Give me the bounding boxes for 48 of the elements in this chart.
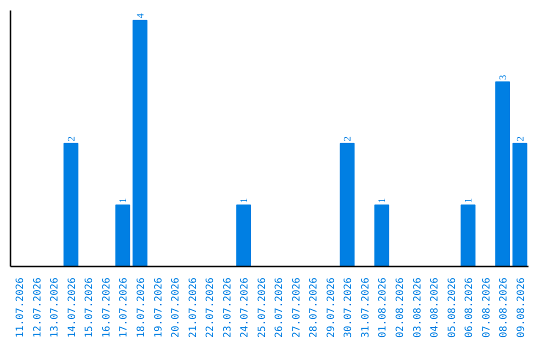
data-label: 2 [342, 136, 354, 142]
x-tick-label: 01.08.2026 [378, 277, 389, 338]
x-tick-label: 29.07.2026 [326, 277, 337, 338]
x-tick-label: 25.07.2026 [256, 277, 268, 338]
data-label: 2 [66, 136, 78, 142]
bar [374, 204, 390, 266]
x-tick-label: 09.08.2026 [516, 277, 527, 338]
x-tick-label: 11.07.2026 [15, 277, 26, 338]
x-tick-label: 19.07.2026 [153, 277, 164, 338]
x-tick-label: 06.08.2026 [464, 277, 476, 338]
x-tick-label: 17.07.2026 [118, 277, 130, 338]
x-tick-label: 22.07.2026 [205, 277, 216, 338]
bar [132, 20, 148, 266]
data-label: 4 [136, 13, 146, 18]
x-tick-label: 30.07.2026 [343, 277, 354, 338]
x-tick-label: 14.07.2026 [66, 277, 78, 338]
data-label: 1 [239, 198, 250, 203]
x-tick-label: 02.08.2026 [395, 277, 406, 338]
x-tick-label: 04.08.2026 [430, 277, 441, 338]
bar [340, 142, 355, 266]
x-tick-label: 08.08.2026 [498, 277, 510, 338]
x-tick-label: 15.07.2026 [84, 277, 96, 338]
x-tick-label: 28.07.2026 [308, 277, 320, 338]
x-tick-label: 07.08.2026 [481, 277, 492, 338]
x-tick-label: 31.07.2026 [360, 277, 372, 338]
x-tick-label: 05.08.2026 [446, 277, 458, 338]
bar [64, 142, 78, 266]
data-label: 1 [118, 198, 130, 203]
x-tick-label: 16.07.2026 [101, 277, 112, 338]
data-label: 3 [498, 74, 510, 80]
x-tick-label: 26.07.2026 [274, 277, 286, 338]
x-tick-label: 20.07.2026 [170, 277, 182, 338]
bar [115, 204, 130, 266]
x-tick-label: 24.07.2026 [240, 277, 251, 338]
data-label: 1 [464, 198, 475, 203]
data-label: 2 [515, 136, 526, 142]
data-label: 1 [377, 198, 388, 203]
x-tick-label: 18.07.2026 [136, 277, 147, 338]
x-tick-label: 13.07.2026 [50, 277, 61, 338]
x-tick-label: 12.07.2026 [32, 277, 44, 338]
bar [236, 204, 252, 266]
x-tick-label: 23.07.2026 [222, 277, 234, 338]
x-tick-label: 27.07.2026 [291, 277, 302, 338]
x-tick-label: 21.07.2026 [188, 277, 199, 338]
bar [495, 81, 510, 266]
bar [512, 142, 528, 266]
x-tick-label: 03.08.2026 [412, 277, 424, 338]
bar [460, 204, 476, 266]
